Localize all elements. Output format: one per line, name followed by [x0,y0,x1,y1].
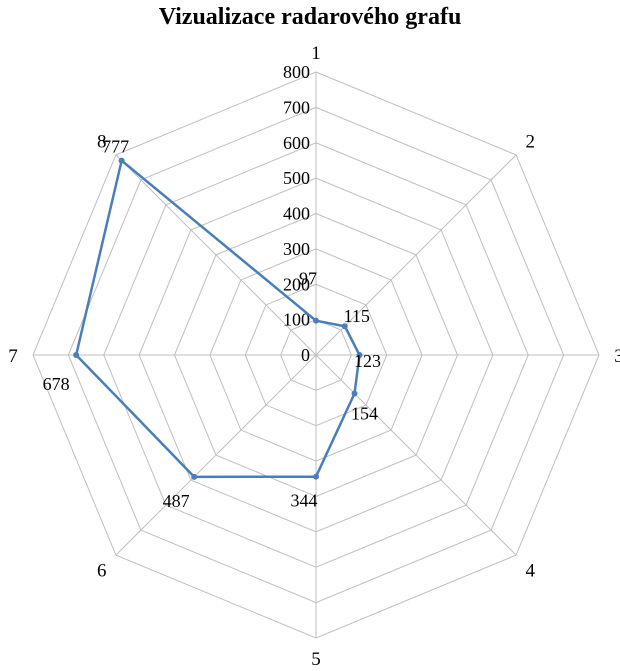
data-label-5: 344 [291,491,318,511]
radial-tick-label: 700 [283,97,310,117]
data-point-6 [191,473,198,480]
radial-tick-label: 200 [283,274,310,294]
category-label-1: 1 [311,43,321,64]
radial-tick-label: 0 [301,345,310,365]
data-label-8: 777 [102,137,129,157]
data-labels: 97 115 123 154 344 487 678 777 [43,137,381,511]
data-point-5 [313,473,319,480]
category-label-2: 2 [526,132,536,153]
category-label-4: 4 [526,560,536,581]
data-label-4: 154 [351,404,378,424]
radial-tick-labels: 0 100 200 300 400 500 600 700 800 [283,62,310,365]
spoke-4 [315,354,517,556]
category-label-3: 3 [614,346,620,367]
radial-tick-label: 800 [283,62,310,82]
data-point-8 [118,157,125,164]
data-point-7 [73,352,80,358]
series-layer [73,157,363,480]
category-label-5: 5 [311,649,321,670]
radial-tick-label: 100 [283,310,310,330]
radial-tick-label: 500 [283,168,310,188]
spoke-2 [315,154,517,356]
chart-title: Vizualizace radarového grafu [158,4,462,30]
data-point-2 [341,323,348,330]
radar-spokes [33,72,599,638]
data-point-3 [356,352,363,358]
category-label-6: 6 [97,560,107,581]
radial-tick-label: 400 [283,204,310,224]
spoke-8 [115,154,317,356]
radial-tick-label: 300 [283,239,310,259]
spoke-6 [115,354,317,556]
data-label-1: 97 [299,269,317,289]
data-point-4 [351,390,358,397]
data-label-7: 678 [43,374,70,394]
category-label-8: 8 [97,132,107,153]
radial-tick-label: 600 [283,133,310,153]
data-label-2: 115 [344,306,370,326]
data-label-6: 487 [163,491,190,511]
data-point-1 [313,317,319,324]
category-label-7: 7 [8,346,18,367]
data-label-3: 123 [354,351,381,371]
